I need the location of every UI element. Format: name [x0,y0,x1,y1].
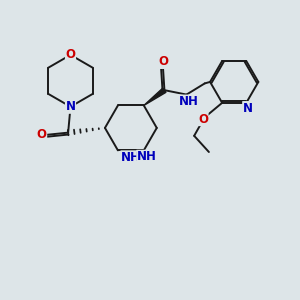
Text: O: O [65,48,76,62]
Text: O: O [198,112,208,125]
Text: N: N [243,102,253,115]
Text: NH: NH [137,150,157,163]
Text: O: O [158,56,168,68]
Text: N: N [65,100,76,113]
Text: NH: NH [121,151,141,164]
Text: NH: NH [178,95,199,108]
Text: O: O [37,128,46,141]
Polygon shape [144,88,166,106]
